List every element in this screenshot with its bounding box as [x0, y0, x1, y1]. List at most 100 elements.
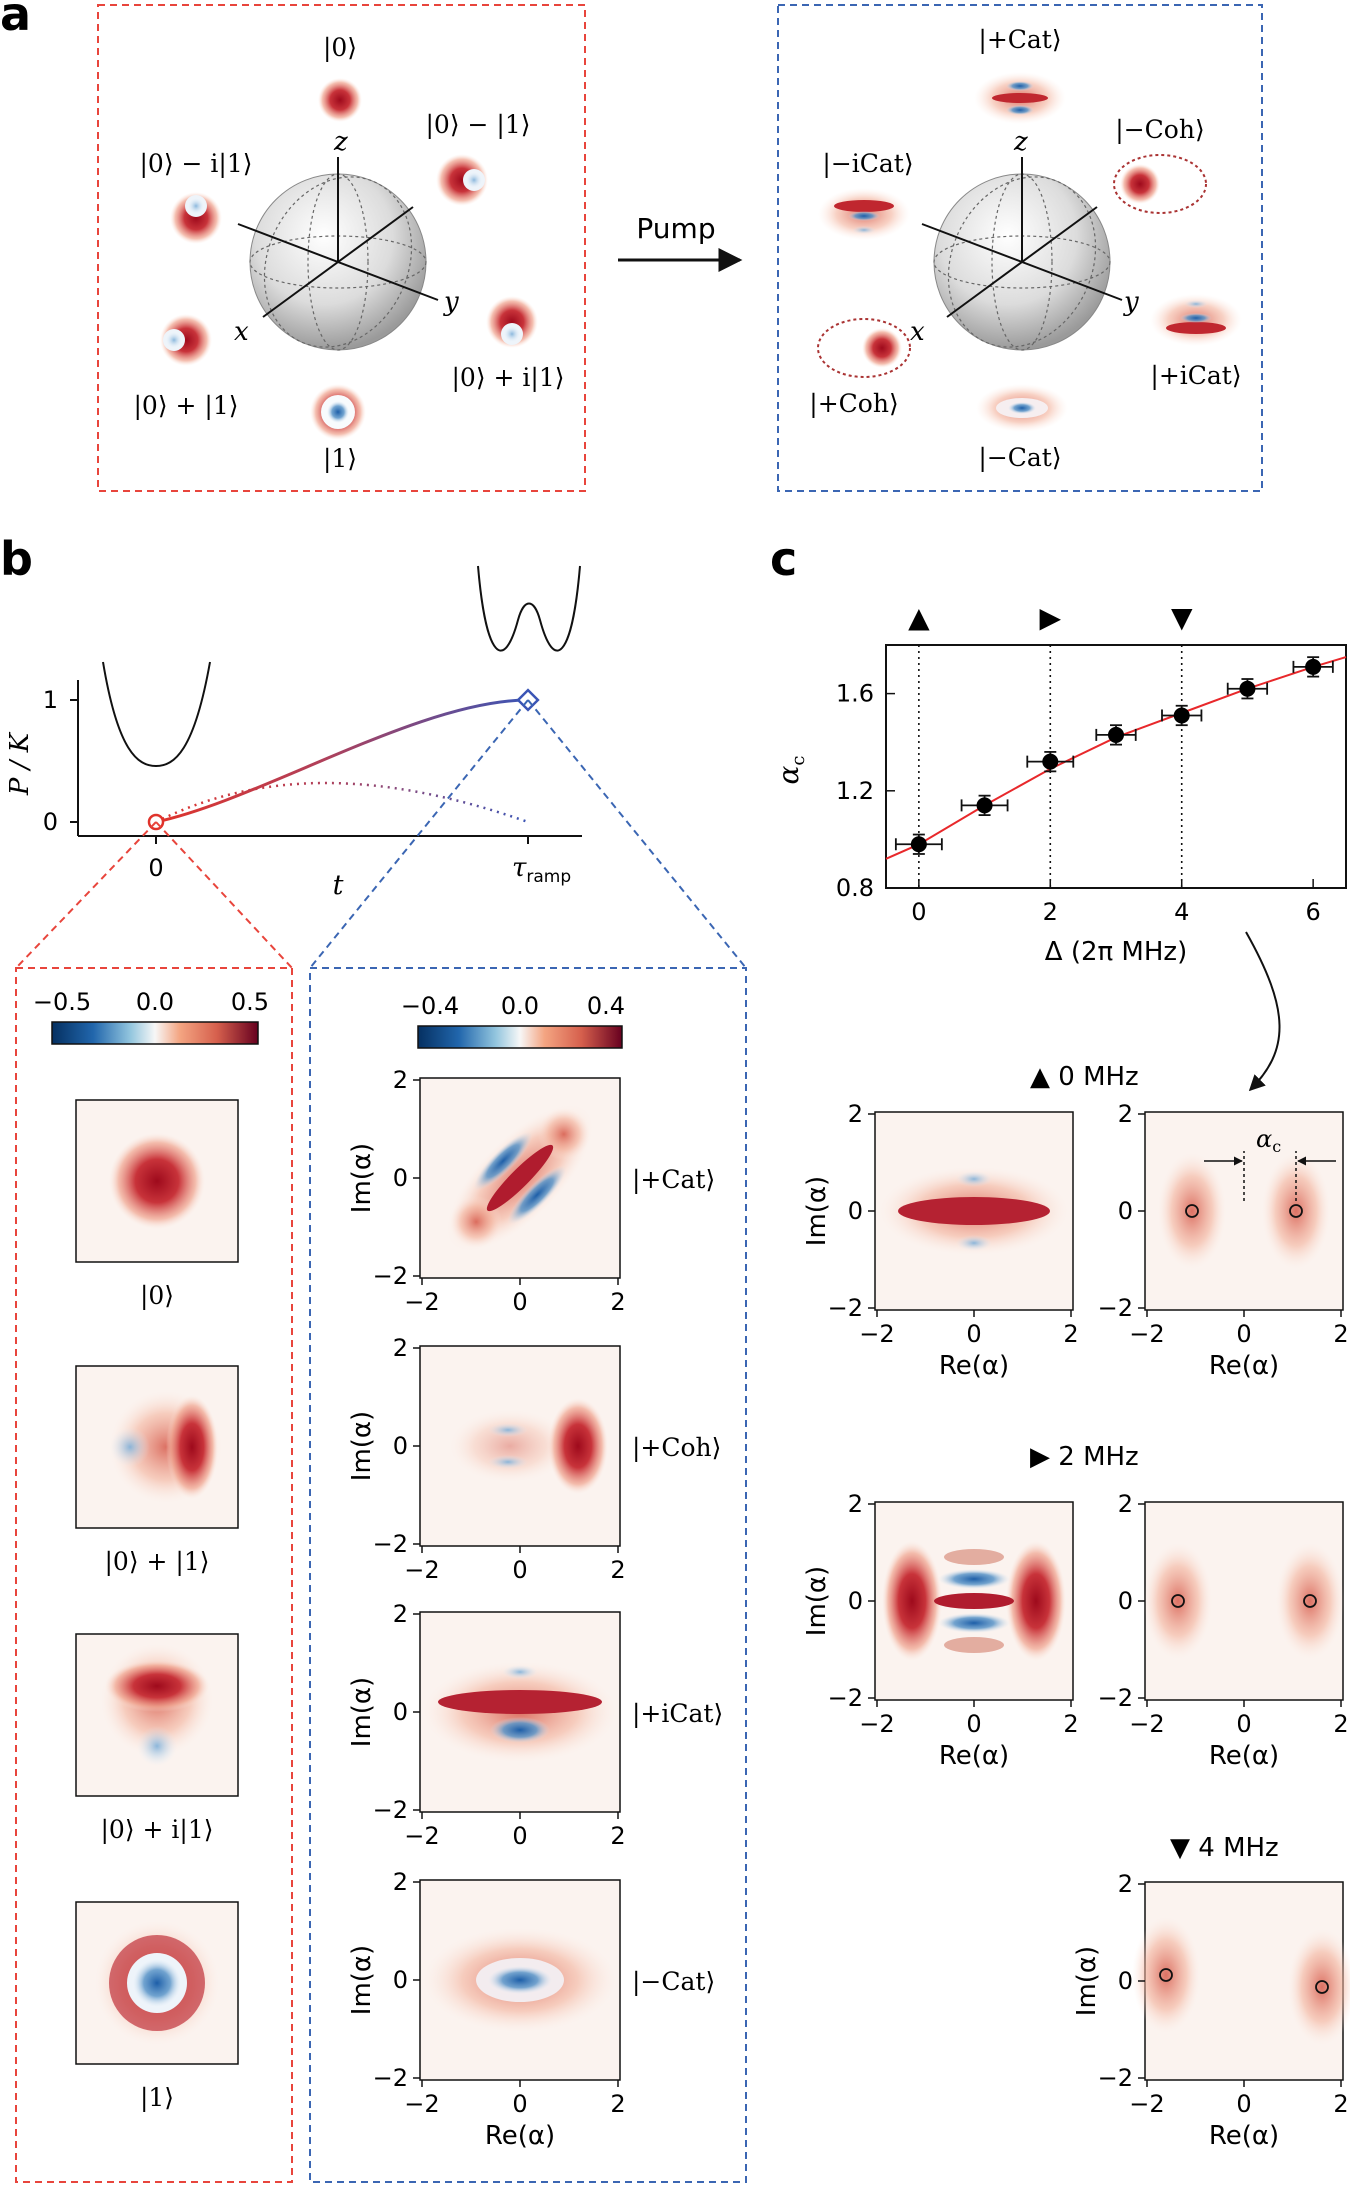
map-xtick: 2	[610, 1556, 625, 1584]
wigner-map-content	[447, 1105, 593, 1251]
map-xtick: 2	[1333, 1710, 1348, 1738]
pump-label: Pump	[636, 212, 715, 245]
wigner-map-content	[880, 1167, 1068, 1255]
map-xtick: 0	[966, 1320, 981, 1348]
map-ytick: 0	[393, 1698, 408, 1726]
map-ytick: 2	[393, 1334, 408, 1362]
wigner-c-coherent: 2 0 −2−2 0 2 Re(α)	[1098, 1490, 1349, 1771]
map-ytick: 0	[393, 1966, 408, 1994]
chart-ytick: 0.8	[836, 874, 874, 902]
map-ytick: 2	[1118, 1870, 1133, 1898]
data-point	[894, 833, 943, 855]
ket-plus-cat: |+Cat⟩	[978, 25, 1061, 55]
chart-xtick: 6	[1306, 898, 1321, 926]
map-xtick: −2	[404, 1288, 439, 1316]
map-ytick: 2	[393, 1066, 408, 1094]
data-point	[1292, 656, 1334, 678]
map-xtick: 0	[1236, 1320, 1251, 1348]
map-xtick: −2	[404, 1822, 439, 1850]
wigner-right-map: 2 0 −2−2 0 2 Im(α)	[347, 1334, 626, 1584]
axis-z-left: z	[333, 127, 348, 157]
row-title: ▲ 0 MHz	[1030, 1062, 1139, 1092]
alpha-c-annotation: αc	[1256, 1125, 1281, 1156]
map-xtick: 2	[1063, 1320, 1078, 1348]
wigner-map-content	[424, 1928, 616, 2032]
map-xtick: 2	[1063, 1710, 1078, 1738]
blob-minus-coh	[1113, 154, 1207, 214]
panel-b: b 1 0 0 τramp t P / K	[0, 532, 747, 2183]
wigner-left-label-2: |0⟩ + i|1⟩	[100, 1815, 213, 1845]
cbar-left-tick-pos: 0.5	[231, 988, 269, 1016]
pump-ramp-curve	[155, 698, 529, 824]
map-xtick: −2	[1129, 1710, 1164, 1738]
map-xtick: 0	[512, 1822, 527, 1850]
map-xtick: −2	[404, 1556, 439, 1584]
axis-x-left: x	[234, 317, 249, 347]
map-xtick: 0	[512, 1288, 527, 1316]
axis-z-right: z	[1013, 127, 1028, 157]
blob-one	[310, 384, 366, 440]
map-xtick: 0	[1236, 2090, 1251, 2118]
map-xlabel: Re(α)	[485, 2121, 555, 2151]
wigner-left-one	[75, 1901, 239, 2065]
data-point	[960, 794, 1009, 816]
map-xlabel: Re(α)	[1209, 2121, 1279, 2151]
cbar-left-tick-zero: 0.0	[136, 988, 174, 1016]
ket-zero: |0⟩	[323, 33, 357, 63]
ket-minus-cat: |−Cat⟩	[978, 443, 1061, 473]
detuning-ramp-curve	[155, 781, 529, 824]
map-ylabel: Im(α)	[802, 1566, 832, 1636]
chart-xtick: 2	[1043, 898, 1058, 926]
row-title: ▼ 4 MHz	[1170, 1833, 1279, 1863]
map-xtick: 2	[1333, 2090, 1348, 2118]
map-ytick: −2	[373, 1530, 408, 1558]
map-xtick: 2	[610, 1288, 625, 1316]
chart-xlabel: Δ (2π MHz)	[1045, 937, 1187, 967]
wigner-right-state-label: |+Cat⟩	[632, 1165, 715, 1195]
map-ytick: 0	[1118, 1967, 1133, 1995]
wigner-left-plus-i	[75, 1633, 239, 1797]
alpha-c-chart: ▲ ▶ ▼ 0 2 4 6 0.8 1.2 1.6 Δ (2π MHz) αc	[772, 601, 1347, 967]
chart-frame	[885, 644, 1347, 889]
map-xtick: −2	[1129, 2090, 1164, 2118]
map-xlabel: Re(α)	[1209, 1351, 1279, 1381]
map-ytick: −2	[373, 2064, 408, 2092]
ramp-plot: 1 0 0 τramp t P / K	[5, 565, 747, 969]
map-ylabel: Im(α)	[347, 1677, 377, 1747]
map-xtick: 0	[1236, 1710, 1251, 1738]
map-xtick: −2	[404, 2090, 439, 2118]
blob-plus-cat	[974, 72, 1066, 124]
ramp-xlabel: t	[333, 870, 344, 901]
chart-xtick: 0	[911, 898, 926, 926]
ket-plus-coh: |+Coh⟩	[809, 389, 898, 419]
panel-b-left-box	[15, 967, 293, 2183]
map-xlabel: Re(α)	[939, 1351, 1009, 1381]
map-ytick: −2	[1098, 1684, 1133, 1712]
ramp-ytick-0: 0	[43, 808, 58, 836]
wigner-c-raw: 2 0 −2−2 0 2 Im(α) Re(α)	[802, 1100, 1079, 1381]
marker-symbol: ▼	[1171, 601, 1193, 634]
ramp-ytick-1: 1	[43, 686, 58, 714]
chart-ylabel: αc	[772, 755, 809, 784]
ket-one: |1⟩	[323, 444, 357, 474]
chart-ytick: 1.2	[836, 777, 874, 805]
wigner-map-content	[882, 1541, 1066, 1661]
ket-plus-icat: |+iCat⟩	[1150, 361, 1241, 391]
data-point	[1226, 678, 1269, 700]
ket-minus-i: |0⟩ − i|1⟩	[139, 149, 252, 179]
wigner-right-state-label: |+iCat⟩	[632, 1699, 723, 1729]
map-ytick: 2	[848, 1100, 863, 1128]
map-xtick: 0	[512, 2090, 527, 2118]
map-xtick: 2	[610, 2090, 625, 2118]
map-ytick: −2	[828, 1294, 863, 1322]
row-title: ▶ 2 MHz	[1030, 1442, 1139, 1472]
wigner-c-coherent: 2 0 −2−2 0 2 Im(α) Re(α)	[1072, 1870, 1350, 2151]
fit-line	[885, 656, 1347, 860]
map-xtick: −2	[1129, 1320, 1164, 1348]
ket-plus-i: |0⟩ + i|1⟩	[451, 363, 564, 393]
blob-minus-i	[170, 192, 222, 244]
double-well-potential	[477, 565, 581, 652]
blob-plus	[160, 314, 212, 366]
wigner-left-label-1: |0⟩ + |1⟩	[104, 1547, 209, 1577]
panel-a-right-box	[777, 4, 1263, 492]
